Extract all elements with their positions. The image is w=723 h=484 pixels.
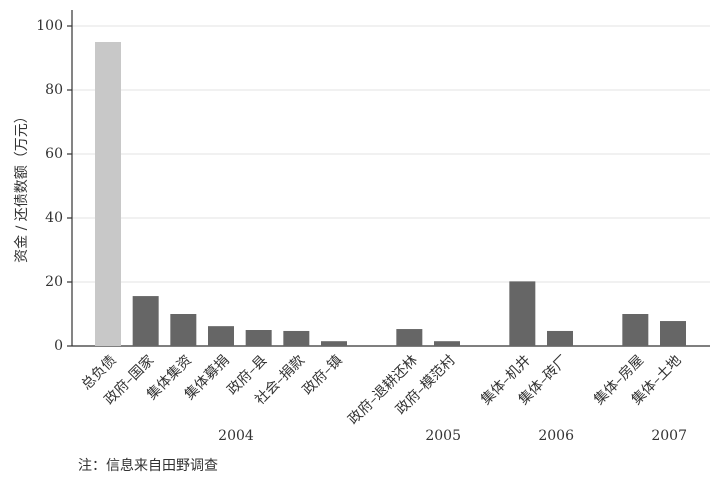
bar [170, 314, 197, 346]
bar [396, 329, 423, 346]
y-tick-label: 60 [45, 146, 63, 162]
bar [132, 296, 159, 346]
y-tick-label: 20 [45, 274, 63, 290]
bar [208, 326, 234, 346]
bar [245, 330, 272, 346]
y-tick-label: 100 [36, 18, 63, 34]
y-tick-label: 0 [54, 338, 63, 354]
bar [434, 341, 460, 346]
y-tick-label: 80 [45, 82, 63, 98]
y-tick-label: 40 [45, 210, 63, 226]
bar [95, 42, 121, 346]
group-label: 2005 [425, 428, 461, 444]
group-label: 2007 [651, 428, 687, 444]
note: 注：信息来自田野调查 [78, 457, 218, 474]
bar [660, 321, 686, 346]
y-axis-label: 资金 / 还债数额（万元） [14, 109, 30, 263]
bar [509, 281, 536, 346]
bar [547, 330, 573, 346]
x-tick-label: 政府–镇 [300, 352, 346, 398]
group-label: 2006 [538, 428, 574, 444]
bar [321, 341, 347, 346]
group-label: 2004 [218, 428, 254, 444]
bar [622, 314, 649, 346]
bar [283, 330, 310, 346]
